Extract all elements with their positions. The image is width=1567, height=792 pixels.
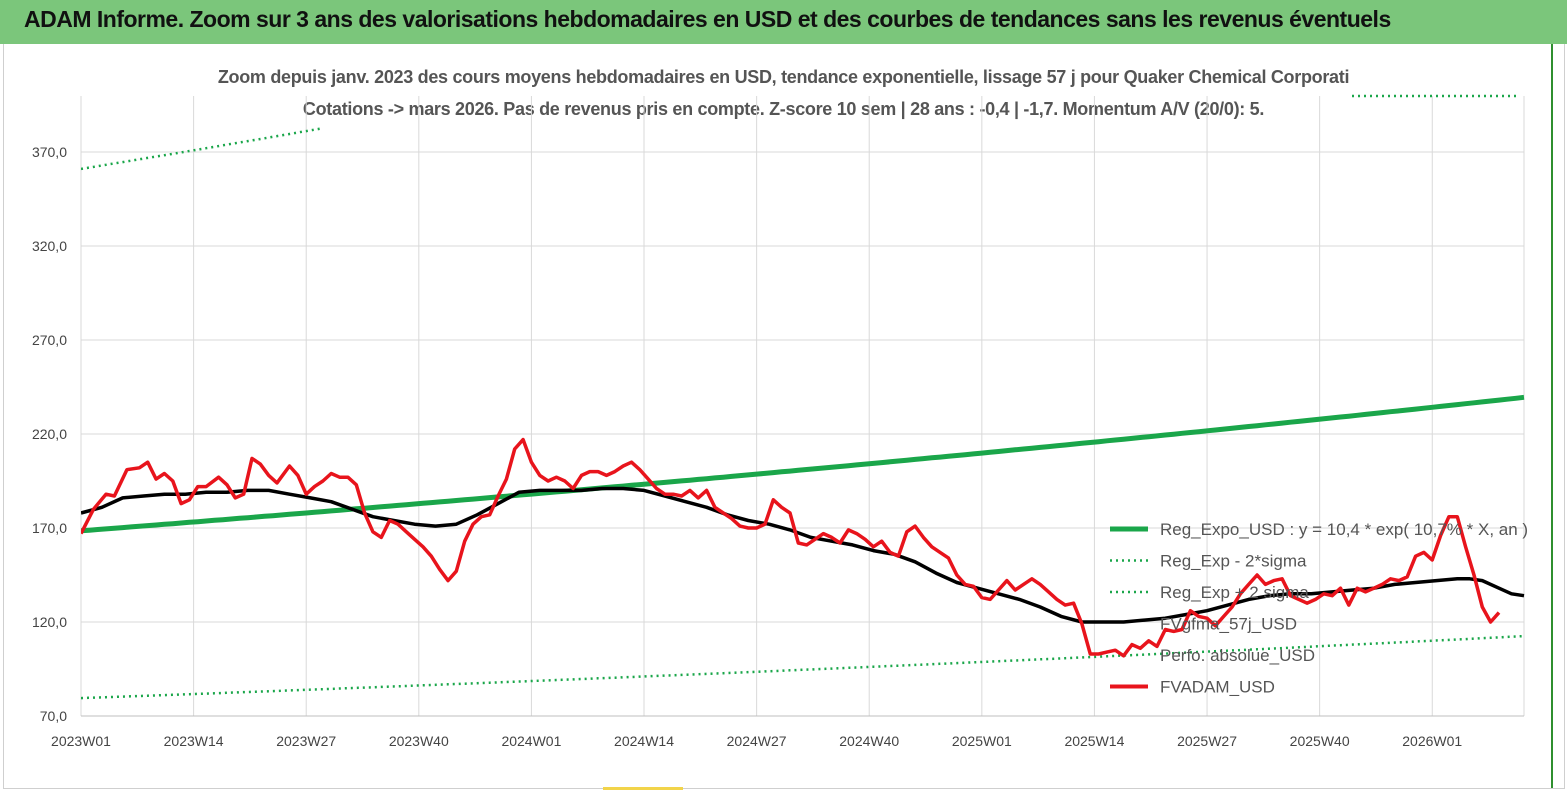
y-tick-label: 320,0 [32,238,67,254]
x-tick-label: 2025W40 [1290,733,1350,749]
y-tick-label: 220,0 [32,426,67,442]
x-tick-label: 2023W01 [51,733,111,749]
title-banner: ADAM Informe. Zoom sur 3 ans des valoris… [0,0,1567,44]
legend-entry-label: Perfo. absolue_USD [1160,646,1315,665]
legend-entry-label: Reg_Exp + 2 sigma [1160,583,1309,602]
legend-entry-label: Reg_Expo_USD : y = 10,4 * exp( 10,7% * X… [1160,520,1528,539]
series-fvgfma-57j-usd [81,486,1525,624]
chart-frame [3,44,1565,789]
series-reg-expo-usd [81,394,1525,534]
x-tick-label: 2023W14 [164,733,224,749]
frame-right-border [1551,44,1553,788]
legend-entry-label: FVADAM_USD [1160,678,1275,697]
y-tick-label: 70,0 [40,708,67,724]
x-tick-label: 2026W01 [1402,733,1462,749]
series-reg-exp-minus-2sigma [81,634,1525,700]
y-tick-label: 270,0 [32,332,67,348]
x-tick-label: 2025W14 [1064,733,1124,749]
x-tick-label: 2024W01 [501,733,561,749]
chart-title: Zoom depuis janv. 2023 des cours moyens … [217,67,1350,87]
x-tick-label: 2023W27 [276,733,336,749]
y-tick-label: 370,0 [32,144,67,160]
y-tick-label: 170,0 [32,520,67,536]
sheet-tab-marker [603,787,683,790]
x-tick-label: 2025W27 [1177,733,1237,749]
x-tick-label: 2023W40 [389,733,449,749]
x-tick-label: 2024W40 [839,733,899,749]
chart-subtitle: Cotations -> mars 2026. Pas de revenus p… [302,99,1265,119]
y-tick-label: 120,0 [32,614,67,630]
x-tick-label: 2024W27 [727,733,787,749]
legend-entry-label: Reg_Exp - 2*sigma [1160,552,1307,571]
series-reg-exp-plus-2sigma [81,127,321,171]
grid [80,96,1525,717]
x-tick-label: 2025W01 [952,733,1012,749]
x-tick-label: 2024W14 [614,733,674,749]
legend-entry-label: FVgfma_57j_USD [1160,615,1297,634]
series-fvadam-usd [81,437,1501,658]
legend: Reg_Expo_USD : y = 10,4 * exp( 10,7% * X… [1110,520,1528,697]
page-title: ADAM Informe. Zoom sur 3 ans des valoris… [24,6,1391,32]
